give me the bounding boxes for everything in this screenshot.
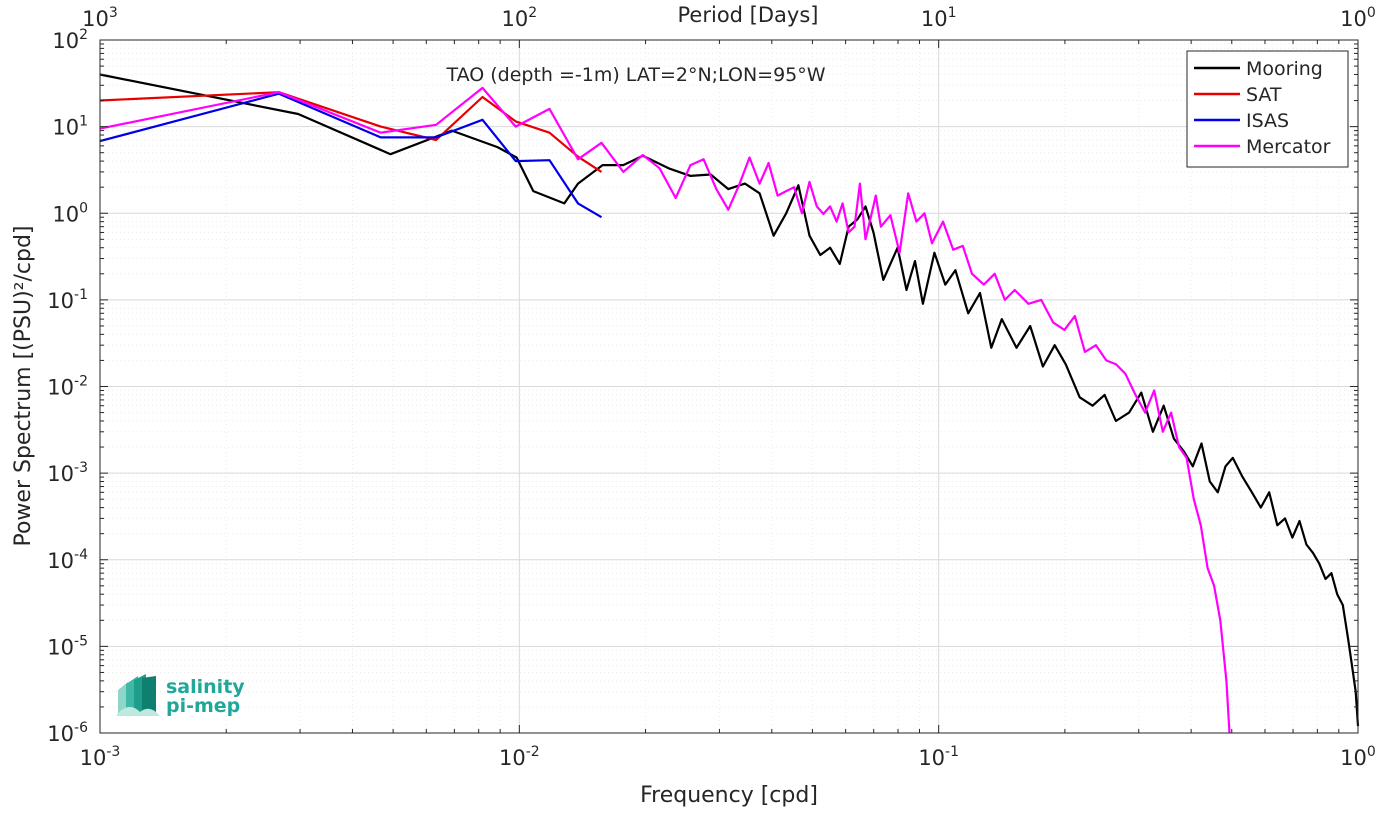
logo-text-line2: pi-mep <box>166 695 240 717</box>
x-tick-label: 10-2 <box>499 744 540 770</box>
y-axis-label: Power Spectrum [(PSU)²/cpd] <box>11 225 36 546</box>
top-tick-label: 103 <box>82 5 118 31</box>
series-line-sat <box>99 91 603 173</box>
x-tick-label: 10-3 <box>80 744 121 770</box>
legend-box <box>1186 50 1349 168</box>
y-tick-label: 10-3 <box>47 460 88 486</box>
legend-label-sat: SAT <box>1246 84 1282 106</box>
axis-ticks <box>99 40 1358 734</box>
legend: Mooring SAT ISAS Mercator <box>1186 50 1349 168</box>
legend-label-mercator: Mercator <box>1246 136 1331 158</box>
y-tick-label: 10-5 <box>47 633 88 659</box>
grid <box>99 40 1358 734</box>
y-tick-label: 10-1 <box>47 287 88 313</box>
x-tick-label: 10-1 <box>918 744 959 770</box>
series-line-isas <box>99 92 603 219</box>
y-tick-label: 10-2 <box>47 374 88 400</box>
top-tick-label: 101 <box>921 5 957 31</box>
logo-text-line1: salinity <box>166 676 245 698</box>
salinity-pi-mep-logo: salinity pi-mep <box>116 674 245 717</box>
x-axis-label: Frequency [cpd] <box>640 783 818 808</box>
legend-label-isas: ISAS <box>1246 110 1289 132</box>
x-tick-label: 100 <box>1340 744 1376 770</box>
y-tick-label: 101 <box>52 114 88 140</box>
y-tick-label: 100 <box>52 200 88 226</box>
top-axis-label: Period [Days] <box>678 3 819 27</box>
top-tick-label: 102 <box>502 5 538 31</box>
y-tick-label: 10-6 <box>47 720 88 746</box>
legend-label-mooring: Mooring <box>1246 58 1323 80</box>
top-tick-label: 100 <box>1340 5 1376 31</box>
y-tick-label: 102 <box>52 27 88 53</box>
y-tick-label: 10-4 <box>47 547 88 573</box>
series-line-mooring <box>99 73 1360 727</box>
data-series <box>99 73 1360 734</box>
chart-title: TAO (depth =-1m) LAT=2°N;LON=95°W <box>445 64 825 86</box>
series-line-mercator <box>99 86 1231 734</box>
